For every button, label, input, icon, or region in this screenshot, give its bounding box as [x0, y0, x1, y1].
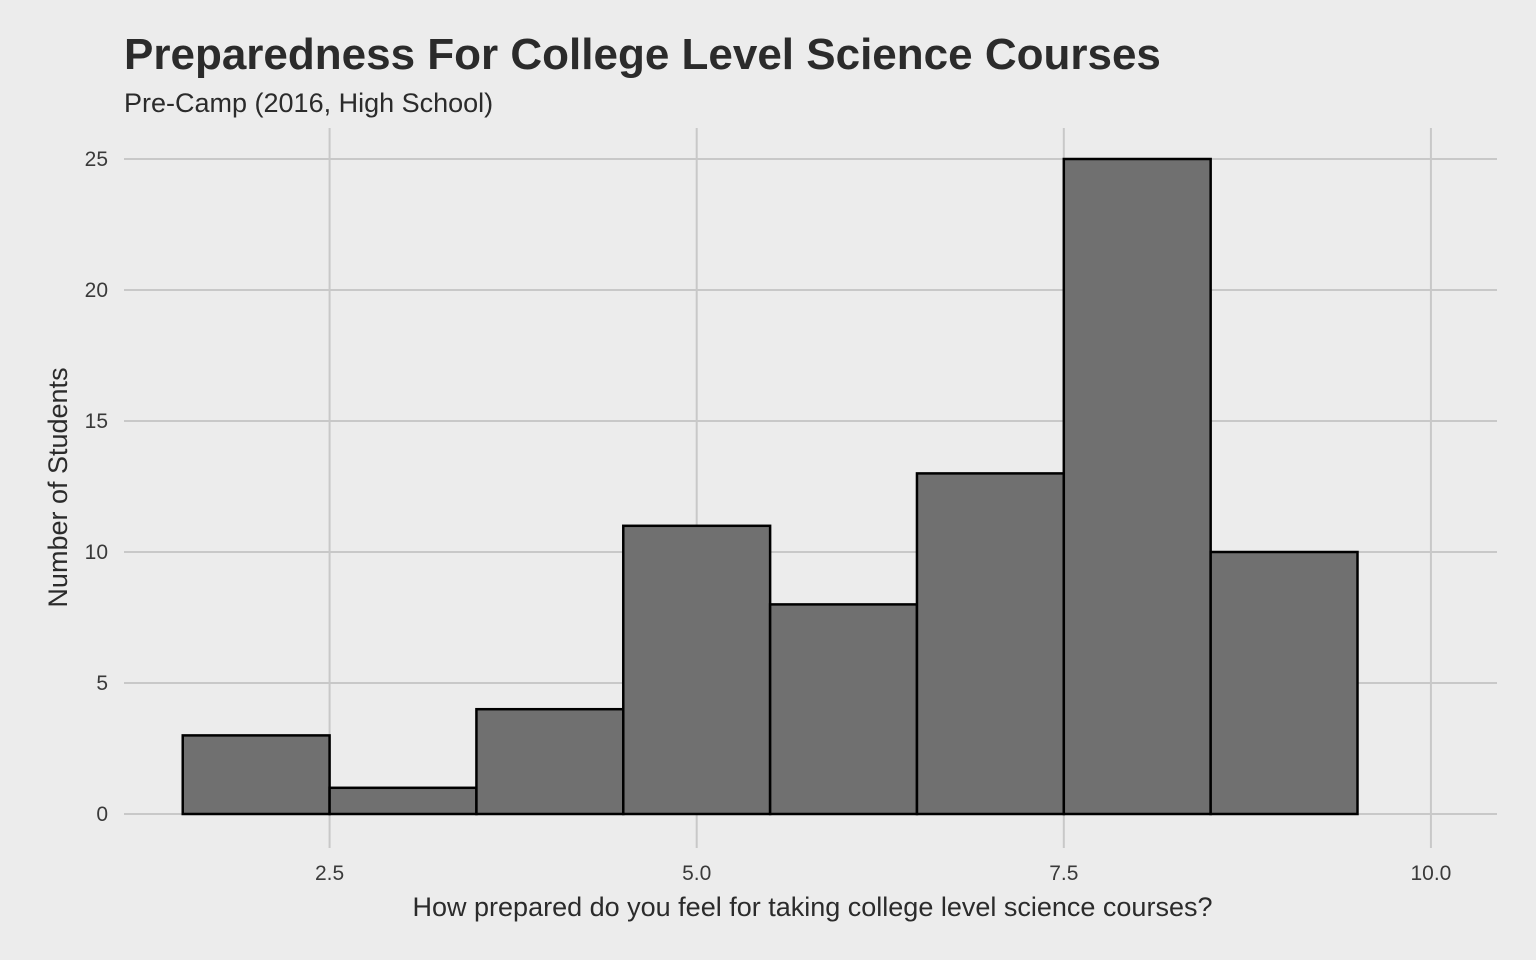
y-tick-label: 25	[85, 148, 108, 171]
x-tick-label: 10.0	[1410, 862, 1451, 885]
histogram-bar	[181, 734, 331, 816]
chart-title: Preparedness For College Level Science C…	[124, 30, 1161, 79]
bar-layer	[181, 157, 1359, 816]
y-tick-label: 5	[96, 672, 108, 695]
x-tick-label: 5.0	[682, 862, 711, 885]
tick-layer: 0 5 10 15 20 25 2.5 5.0 7.5 10.0	[85, 148, 1452, 885]
histogram-bar	[622, 524, 772, 816]
y-tick-label: 0	[96, 803, 108, 826]
y-tick-label: 15	[85, 410, 108, 433]
histogram-bar	[328, 786, 478, 816]
chart-subtitle: Pre-Camp (2016, High School)	[124, 88, 494, 118]
y-tick-label: 20	[85, 279, 108, 302]
histogram-bar	[768, 603, 919, 816]
histogram-bar	[475, 707, 625, 816]
histogram-bar	[915, 472, 1066, 816]
x-axis-label: How prepared do you feel for taking coll…	[413, 892, 1213, 922]
y-tick-label: 10	[85, 541, 108, 564]
histogram-bar	[1062, 157, 1212, 816]
x-tick-label: 2.5	[315, 862, 344, 885]
x-tick-label: 7.5	[1049, 862, 1078, 885]
histogram-bar	[1209, 550, 1359, 816]
y-axis-label: Number of Students	[43, 367, 73, 607]
